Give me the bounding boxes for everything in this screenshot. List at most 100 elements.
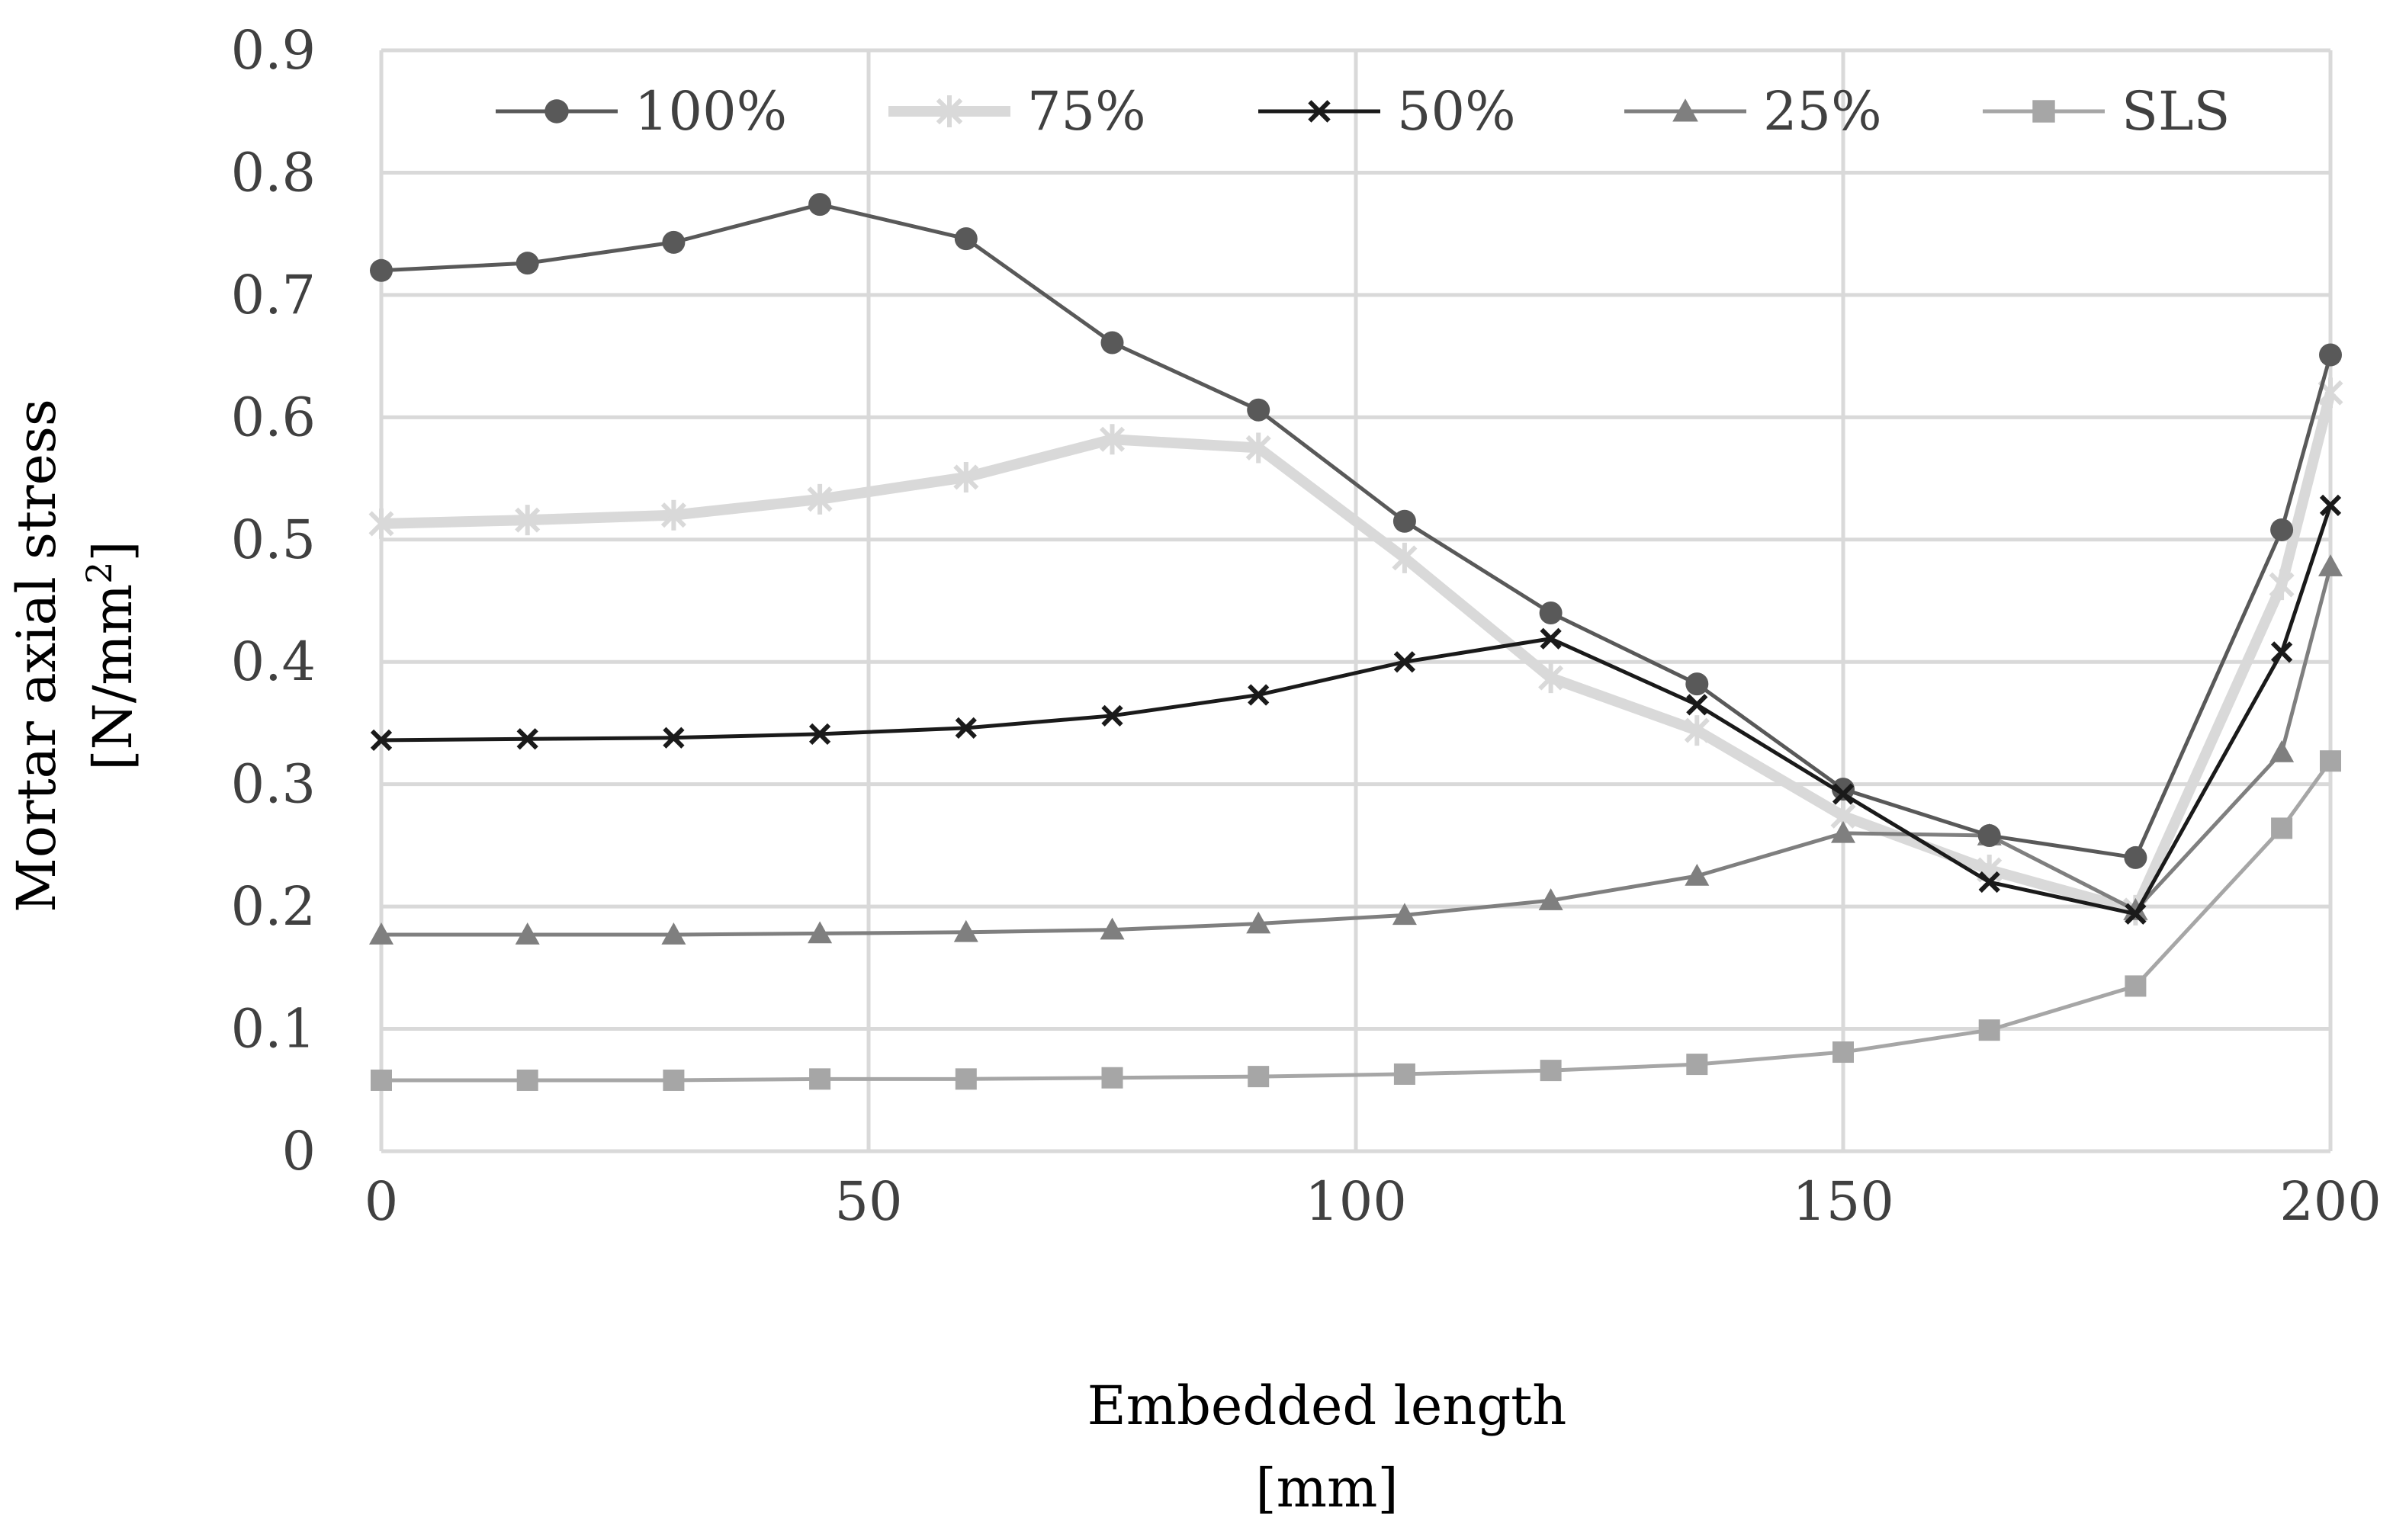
y-tick-label: 0 [281,1120,316,1182]
data-point [953,919,978,942]
data-point [515,505,541,536]
data-point [1538,888,1563,910]
series-sls [371,750,2341,1091]
legend: 100% 75% 50% 25% SLS [496,80,2230,143]
data-point [663,1069,685,1091]
y-tick-label: 0.6 [231,386,316,448]
data-point [661,922,686,945]
x-tick-label: 200 [2279,1170,2382,1233]
y-axis-unit-prefix: [N/mm [82,584,144,771]
data-point [1392,509,1416,533]
data-point [1686,694,1708,716]
data-point [1540,1060,1562,1082]
legend-marker [1672,98,1698,122]
tick-labels: 0 0.1 0.2 0.3 0.4 0.5 0.6 0.7 0.8 0.9 0 50 100 150 200 [231,19,2382,1233]
data-point [955,717,977,739]
data-point [1248,684,1270,706]
data-point [1978,871,2000,894]
x-tick-label: 0 [365,1170,399,1233]
y-tick-label: 0.2 [231,875,316,938]
legend-label: 100% [634,80,787,143]
data-point [1540,627,1562,650]
data-point [516,728,538,750]
data-point [663,727,685,749]
data-point [1099,424,1126,455]
data-point [370,258,393,282]
data-point [1101,1067,1123,1089]
data-point [2269,569,2295,601]
data-point [516,1069,538,1091]
data-point [515,922,540,945]
data-point [809,1068,831,1090]
data-point [1393,651,1416,673]
data-point [1248,1066,1270,1088]
legend-item: 75% [888,80,1146,143]
legend-item: SLS [1983,80,2230,143]
series-75pct [368,377,2343,926]
data-point [1831,820,1855,843]
data-point [954,227,978,251]
x-axis-title: Embedded length [1087,1375,1567,1437]
y-tick-label: 0.9 [231,19,316,82]
data-point [2319,494,2342,516]
gridlines [379,48,2333,1153]
legend-marker [936,95,963,127]
data-point [2319,343,2342,367]
y-tick-label: 0.1 [231,998,316,1060]
x-tick-label: 50 [834,1170,902,1233]
data-point [1101,704,1123,727]
data-point [808,193,832,217]
legend-item: 100% [496,80,787,143]
data-point [1684,715,1710,746]
data-point [2269,740,2295,762]
data-point [370,729,393,752]
data-point [1392,542,1418,573]
x-tick-label: 100 [1305,1170,1407,1233]
data-point [1685,864,1710,886]
data-point [1978,1019,2000,1041]
data-point [371,1069,392,1091]
data-point [369,922,393,945]
y-tick-label: 0.8 [231,141,316,204]
data-point [368,508,394,539]
data-point [953,461,979,492]
y-tick-label: 0.4 [231,630,316,693]
data-point [1832,783,1855,805]
data-point [2318,554,2343,576]
data-point [1393,1063,1415,1085]
data-point [1100,917,1125,940]
data-point [662,230,686,254]
data-point [955,1068,977,1090]
data-point [808,723,831,746]
data-point [1977,824,2001,848]
legend-label: SLS [2122,80,2230,143]
axis-titles: Embedded length [mm] Mortar axial stress… [5,399,1566,1519]
series-50pct [370,494,2342,925]
data-point [1246,911,1271,934]
legend-marker [544,99,569,124]
y-axis-unit-suffix: ] [82,541,144,561]
legend-marker [1308,100,1331,123]
data-point [2320,750,2341,772]
legend-label: 25% [1763,80,1882,143]
y-axis-unit-superscript: 2 [79,562,120,584]
y-tick-label: 0.3 [231,753,316,816]
data-point [516,252,539,275]
series-100pct [370,193,2342,869]
legend-item: 25% [1624,80,1882,143]
data-point [1686,1054,1708,1076]
series-group [368,193,2343,1091]
data-point [1100,331,1124,355]
data-point [1685,672,1709,696]
data-point [2271,817,2293,839]
data-point [1392,903,1417,926]
data-point [1538,663,1564,694]
data-point [1245,432,1271,464]
data-point [2270,641,2293,663]
data-point [1832,1041,1854,1064]
data-point [2124,845,2147,869]
y-tick-label: 0.5 [231,509,316,571]
data-point [1832,778,1855,801]
data-point [1539,602,1563,625]
